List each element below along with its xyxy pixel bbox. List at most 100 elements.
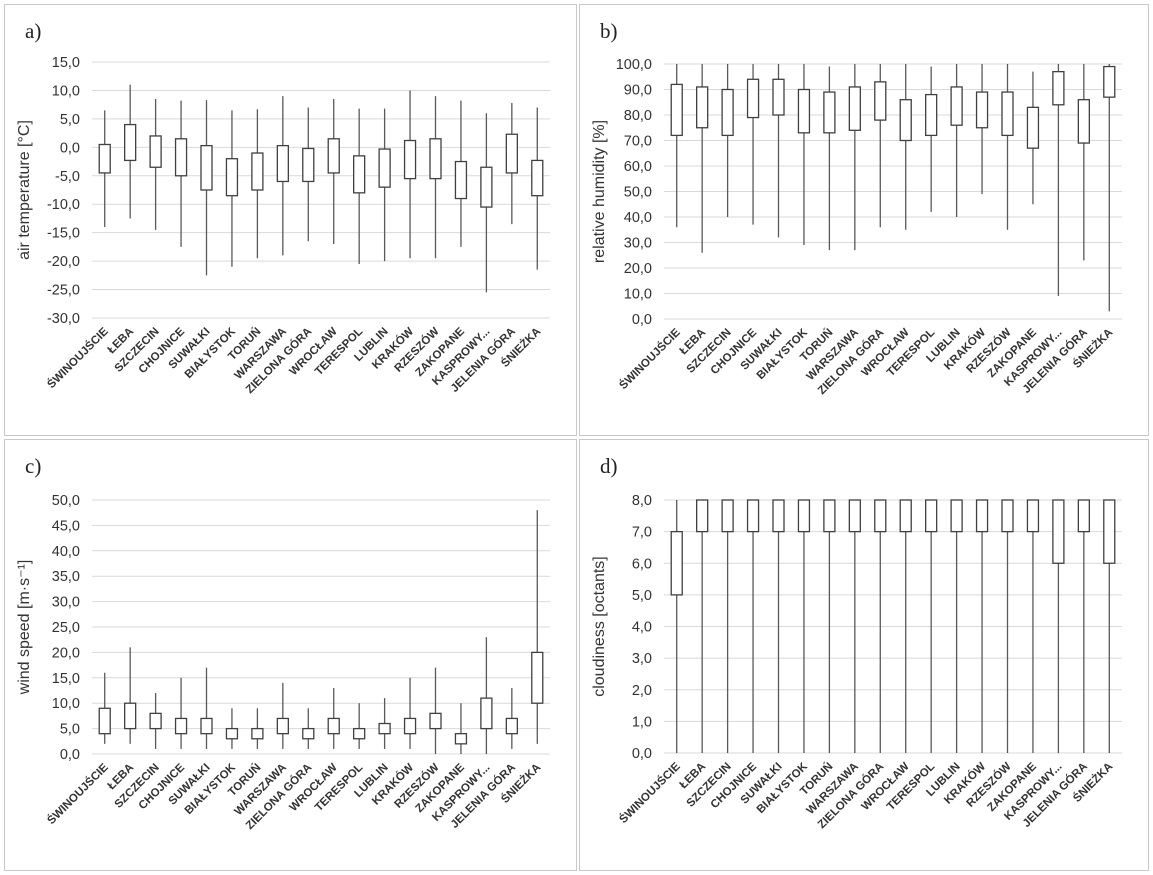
panel-b: b) 100,0 90,0 80,0 70,0 60,0 50,0 40,0 30,0 20,0…: [579, 4, 1149, 436]
y-tick-label: 100,0: [616, 57, 652, 73]
y-tick-label: 0,0: [60, 747, 80, 763]
y-tick-label: 60,0: [624, 159, 652, 175]
panel-label: c): [25, 454, 42, 478]
y-tick-label: 3,0: [632, 651, 652, 667]
box: [899, 99, 912, 142]
box: [975, 91, 989, 129]
box: [174, 717, 188, 735]
box: [149, 712, 162, 730]
y-tick-label: 8,0: [632, 493, 652, 509]
y-tick-label: 20,0: [52, 645, 80, 661]
box: [721, 499, 734, 533]
y-tick-label: 10,0: [624, 287, 652, 303]
y-tick-label: 15,0: [52, 55, 80, 71]
box: [1001, 91, 1014, 137]
y-tick-label: -20,0: [47, 254, 80, 270]
box: [531, 651, 544, 704]
x-tick-label: ŚWINOUJŚCIE: [45, 325, 111, 391]
y-tick-label: 40,0: [624, 210, 652, 226]
box: [200, 144, 213, 191]
box: [480, 166, 493, 208]
boxplot-wind-speed: 50,0 45,0 40,0 35,0 30,0 25,0 20,0 15,0 10,0 5,0 0…: [16, 493, 550, 832]
box: [1052, 499, 1065, 564]
y-tick-label: 25,0: [52, 620, 80, 636]
box: [721, 88, 734, 137]
y-axis-label: relative humidity [%]: [591, 120, 608, 263]
box: [124, 702, 137, 730]
panel-label: b): [600, 19, 618, 43]
box: [251, 152, 264, 191]
box: [1103, 65, 1116, 98]
box: [531, 159, 544, 197]
box: [1103, 499, 1116, 564]
box: [823, 499, 836, 533]
y-tick-label: 4,0: [632, 620, 652, 636]
y-tick-label: 40,0: [52, 544, 80, 560]
box: [327, 138, 340, 174]
panel-a: a) 15,0 10,0 5,0 0,0 -5,0 -10,0 -15,0 -20,0 -25,…: [4, 4, 577, 436]
box: [848, 86, 861, 131]
y-tick-label: 0,0: [632, 312, 652, 328]
box: [353, 155, 366, 194]
box: [98, 143, 111, 174]
y-tick-label: -10,0: [47, 197, 80, 213]
x-tick-label: ŚWINOUJŚCIE: [45, 761, 111, 827]
box: [823, 91, 836, 134]
box: [1077, 99, 1090, 144]
y-tick-label: 45,0: [52, 518, 80, 534]
box: [670, 83, 683, 137]
box: [1077, 499, 1090, 533]
box: [505, 133, 518, 174]
y-tick-label: 5,0: [60, 112, 80, 128]
y-tick-label: -5,0: [55, 169, 80, 185]
box: [874, 81, 887, 121]
box: [874, 499, 887, 533]
box: [1026, 106, 1040, 149]
box: [225, 727, 239, 740]
y-tick-label: 70,0: [624, 134, 652, 150]
box: [276, 144, 289, 183]
box: [251, 727, 264, 740]
y-tick-label: 2,0: [632, 683, 652, 699]
y-tick-label: 35,0: [52, 569, 80, 585]
y-tick-label: 20,0: [624, 261, 652, 277]
y-tick-label: 0,0: [60, 140, 80, 156]
panel-c: c) 50,0 45,0 40,0 35,0 30,0 25,0 20,0 15,0 10,0 5…: [4, 439, 577, 871]
x-tick-label: ŚWINOUJŚCIE: [617, 326, 683, 392]
box: [403, 717, 417, 735]
box: [429, 712, 442, 730]
y-tick-label: 6,0: [632, 556, 652, 572]
box: [327, 717, 340, 735]
box: [975, 499, 989, 533]
y-tick-label: 0,0: [632, 746, 652, 762]
y-axis-label: cloudiness [octants]: [591, 556, 608, 697]
y-tick-label: -30,0: [47, 311, 80, 327]
y-tick-label: 90,0: [624, 83, 652, 99]
box: [378, 148, 391, 188]
box: [797, 499, 811, 533]
box: [480, 697, 493, 730]
box: [378, 722, 391, 735]
y-tick-label: 80,0: [624, 108, 652, 124]
box: [429, 138, 442, 180]
y-axis-label: wind speed [m·s⁻¹]: [16, 560, 33, 696]
boxplot-cloudiness: 8,0 7,0 6,0 5,0 4,0 3,0 2,0 1,0 0,0 cloudiness [o…: [591, 493, 1122, 831]
boxplot-relative-humidity: 100,0 90,0 80,0 70,0 60,0 50,0 40,0 30,0 20,0 10,…: [591, 57, 1122, 397]
y-tick-label: 30,0: [624, 236, 652, 252]
box: [746, 78, 760, 119]
y-tick-label: 5,0: [60, 722, 80, 738]
panel-d: d) 8,0 7,0 6,0 5,0 4,0 3,0 2,0 1,0 0,0 cloudiness…: [579, 439, 1149, 871]
y-tick-label: 10,0: [52, 83, 80, 99]
box: [696, 86, 709, 129]
box: [899, 499, 912, 533]
y-tick-label: 15,0: [52, 671, 80, 687]
box: [403, 139, 417, 180]
box: [225, 158, 239, 197]
box: [1001, 499, 1014, 533]
panel-label: d): [600, 454, 618, 478]
box: [302, 727, 315, 740]
box: [925, 499, 938, 533]
box: [950, 86, 963, 126]
box: [454, 733, 468, 745]
box: [950, 499, 963, 533]
